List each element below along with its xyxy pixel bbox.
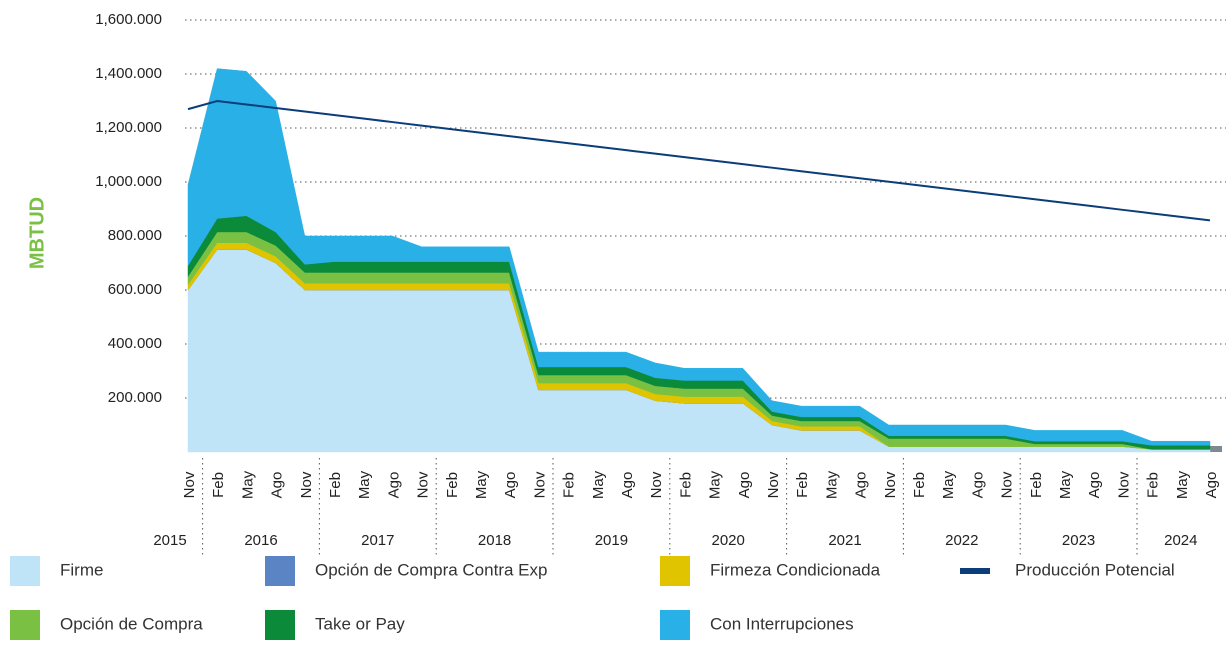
legend-swatch bbox=[660, 610, 690, 640]
x-tick-label: Feb bbox=[444, 472, 461, 498]
year-label: 2024 bbox=[1164, 532, 1197, 549]
year-label: 2020 bbox=[712, 532, 745, 549]
x-tick-label: May bbox=[239, 470, 256, 499]
x-tick-label: Feb bbox=[794, 472, 811, 498]
year-label: 2017 bbox=[361, 532, 394, 549]
y-tick-label: 1,400.000 bbox=[95, 65, 162, 82]
x-tick-label: Feb bbox=[911, 472, 928, 498]
legend-swatch bbox=[960, 568, 990, 574]
x-tick-label: Nov bbox=[298, 471, 315, 498]
legend-label: Firme bbox=[60, 560, 103, 579]
y-axis-label: MBTUD bbox=[26, 197, 48, 269]
legend-label: Producción Potencial bbox=[1015, 560, 1175, 579]
x-tick-label: Feb bbox=[1028, 472, 1045, 498]
x-tick-label: Feb bbox=[677, 472, 694, 498]
year-label: 2015 bbox=[153, 532, 186, 549]
x-tick-label: May bbox=[823, 470, 840, 499]
x-tick-label: Nov bbox=[882, 471, 899, 498]
x-tick-label: Nov bbox=[999, 471, 1016, 498]
y-tick-label: 200.000 bbox=[108, 389, 162, 406]
legend-label: Opción de Compra bbox=[60, 614, 203, 633]
year-label: 2016 bbox=[244, 532, 277, 549]
legend-swatch bbox=[10, 610, 40, 640]
x-tick-label: Ago bbox=[969, 472, 986, 499]
legend-swatch bbox=[10, 556, 40, 586]
x-tick-label: Feb bbox=[210, 472, 227, 498]
year-label: 2023 bbox=[1062, 532, 1095, 549]
x-tick-label: May bbox=[1174, 470, 1191, 499]
year-label: 2019 bbox=[595, 532, 628, 549]
x-tick-label: Nov bbox=[1115, 471, 1132, 498]
x-tick-label: Ago bbox=[619, 472, 636, 499]
x-tick-label: Feb bbox=[1145, 472, 1162, 498]
x-tick-label: Ago bbox=[269, 472, 286, 499]
x-tick-label: Nov bbox=[765, 471, 782, 498]
y-tick-label: 800.000 bbox=[108, 227, 162, 244]
year-label: 2022 bbox=[945, 532, 978, 549]
x-tick-label: Feb bbox=[561, 472, 578, 498]
x-tick-label: Ago bbox=[853, 472, 870, 499]
x-tick-label: May bbox=[356, 470, 373, 499]
line bbox=[187, 99, 1211, 222]
x-tick-label: Nov bbox=[415, 471, 432, 498]
x-tick-label: Ago bbox=[1203, 472, 1220, 499]
x-tick-label: May bbox=[707, 470, 724, 499]
y-tick-label: 1,000.000 bbox=[95, 173, 162, 190]
x-tick-label: Nov bbox=[181, 471, 198, 498]
x-tick-label: Ago bbox=[502, 472, 519, 499]
y-tick-label: 1,200.000 bbox=[95, 119, 162, 136]
x-tick-label: Ago bbox=[385, 472, 402, 499]
x-tick-label: Nov bbox=[531, 471, 548, 498]
legend-label: Firmeza Condicionada bbox=[710, 560, 881, 579]
y-tick-label: 400.000 bbox=[108, 335, 162, 352]
year-label: 2021 bbox=[828, 532, 861, 549]
x-tick-label: May bbox=[590, 470, 607, 499]
legend-label: Take or Pay bbox=[315, 614, 405, 633]
legend-swatch bbox=[660, 556, 690, 586]
x-tick-label: May bbox=[940, 470, 957, 499]
legend-swatch bbox=[265, 610, 295, 640]
legend-label: Opción de Compra Contra Exp bbox=[315, 560, 547, 579]
legend-label: Con Interrupciones bbox=[710, 614, 854, 633]
y-tick-label: 600.000 bbox=[108, 281, 162, 298]
x-tick-label: May bbox=[473, 470, 490, 499]
legend-swatch bbox=[265, 556, 295, 586]
x-tick-label: Ago bbox=[736, 472, 753, 499]
x-tick-label: Nov bbox=[648, 471, 665, 498]
x-tick-label: Feb bbox=[327, 472, 344, 498]
y-tick-label: 1,600.000 bbox=[95, 11, 162, 28]
area bbox=[187, 68, 1211, 446]
year-label: 2018 bbox=[478, 532, 511, 549]
x-tick-label: Ago bbox=[1086, 472, 1103, 499]
x-tick-label: May bbox=[1057, 470, 1074, 499]
